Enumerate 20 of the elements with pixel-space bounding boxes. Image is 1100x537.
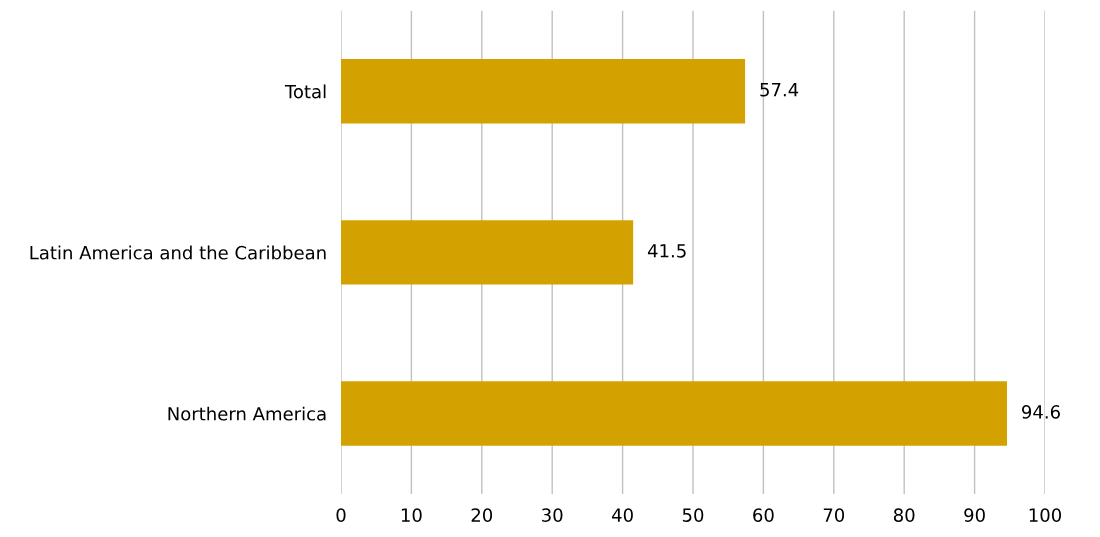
x-tick-label: 0: [336, 508, 346, 522]
x-tick-label: 10: [401, 508, 422, 522]
y-tick-label: Total: [284, 84, 326, 99]
x-tick-label: 60: [753, 508, 774, 522]
bar: [341, 381, 1007, 446]
x-tick-label: 40: [612, 508, 633, 522]
y-tick-label: Northern America: [168, 406, 326, 421]
x-tick-label: 80: [893, 508, 915, 522]
x-tick-label: 100: [1029, 508, 1062, 522]
data-label: 41.5: [647, 244, 686, 258]
data-label: 94.6: [1022, 405, 1060, 419]
x-tick-label: 20: [471, 508, 493, 522]
x-tick-label: 50: [682, 508, 704, 522]
data-label: 57.4: [760, 83, 799, 97]
x-tick-label: 90: [964, 508, 985, 522]
bar: [341, 220, 634, 285]
y-tick-label: Latin America and the Caribbean: [30, 245, 326, 260]
x-tick-label: 70: [823, 508, 845, 522]
bar: [341, 59, 746, 124]
x-tick-label: 30: [542, 508, 563, 522]
